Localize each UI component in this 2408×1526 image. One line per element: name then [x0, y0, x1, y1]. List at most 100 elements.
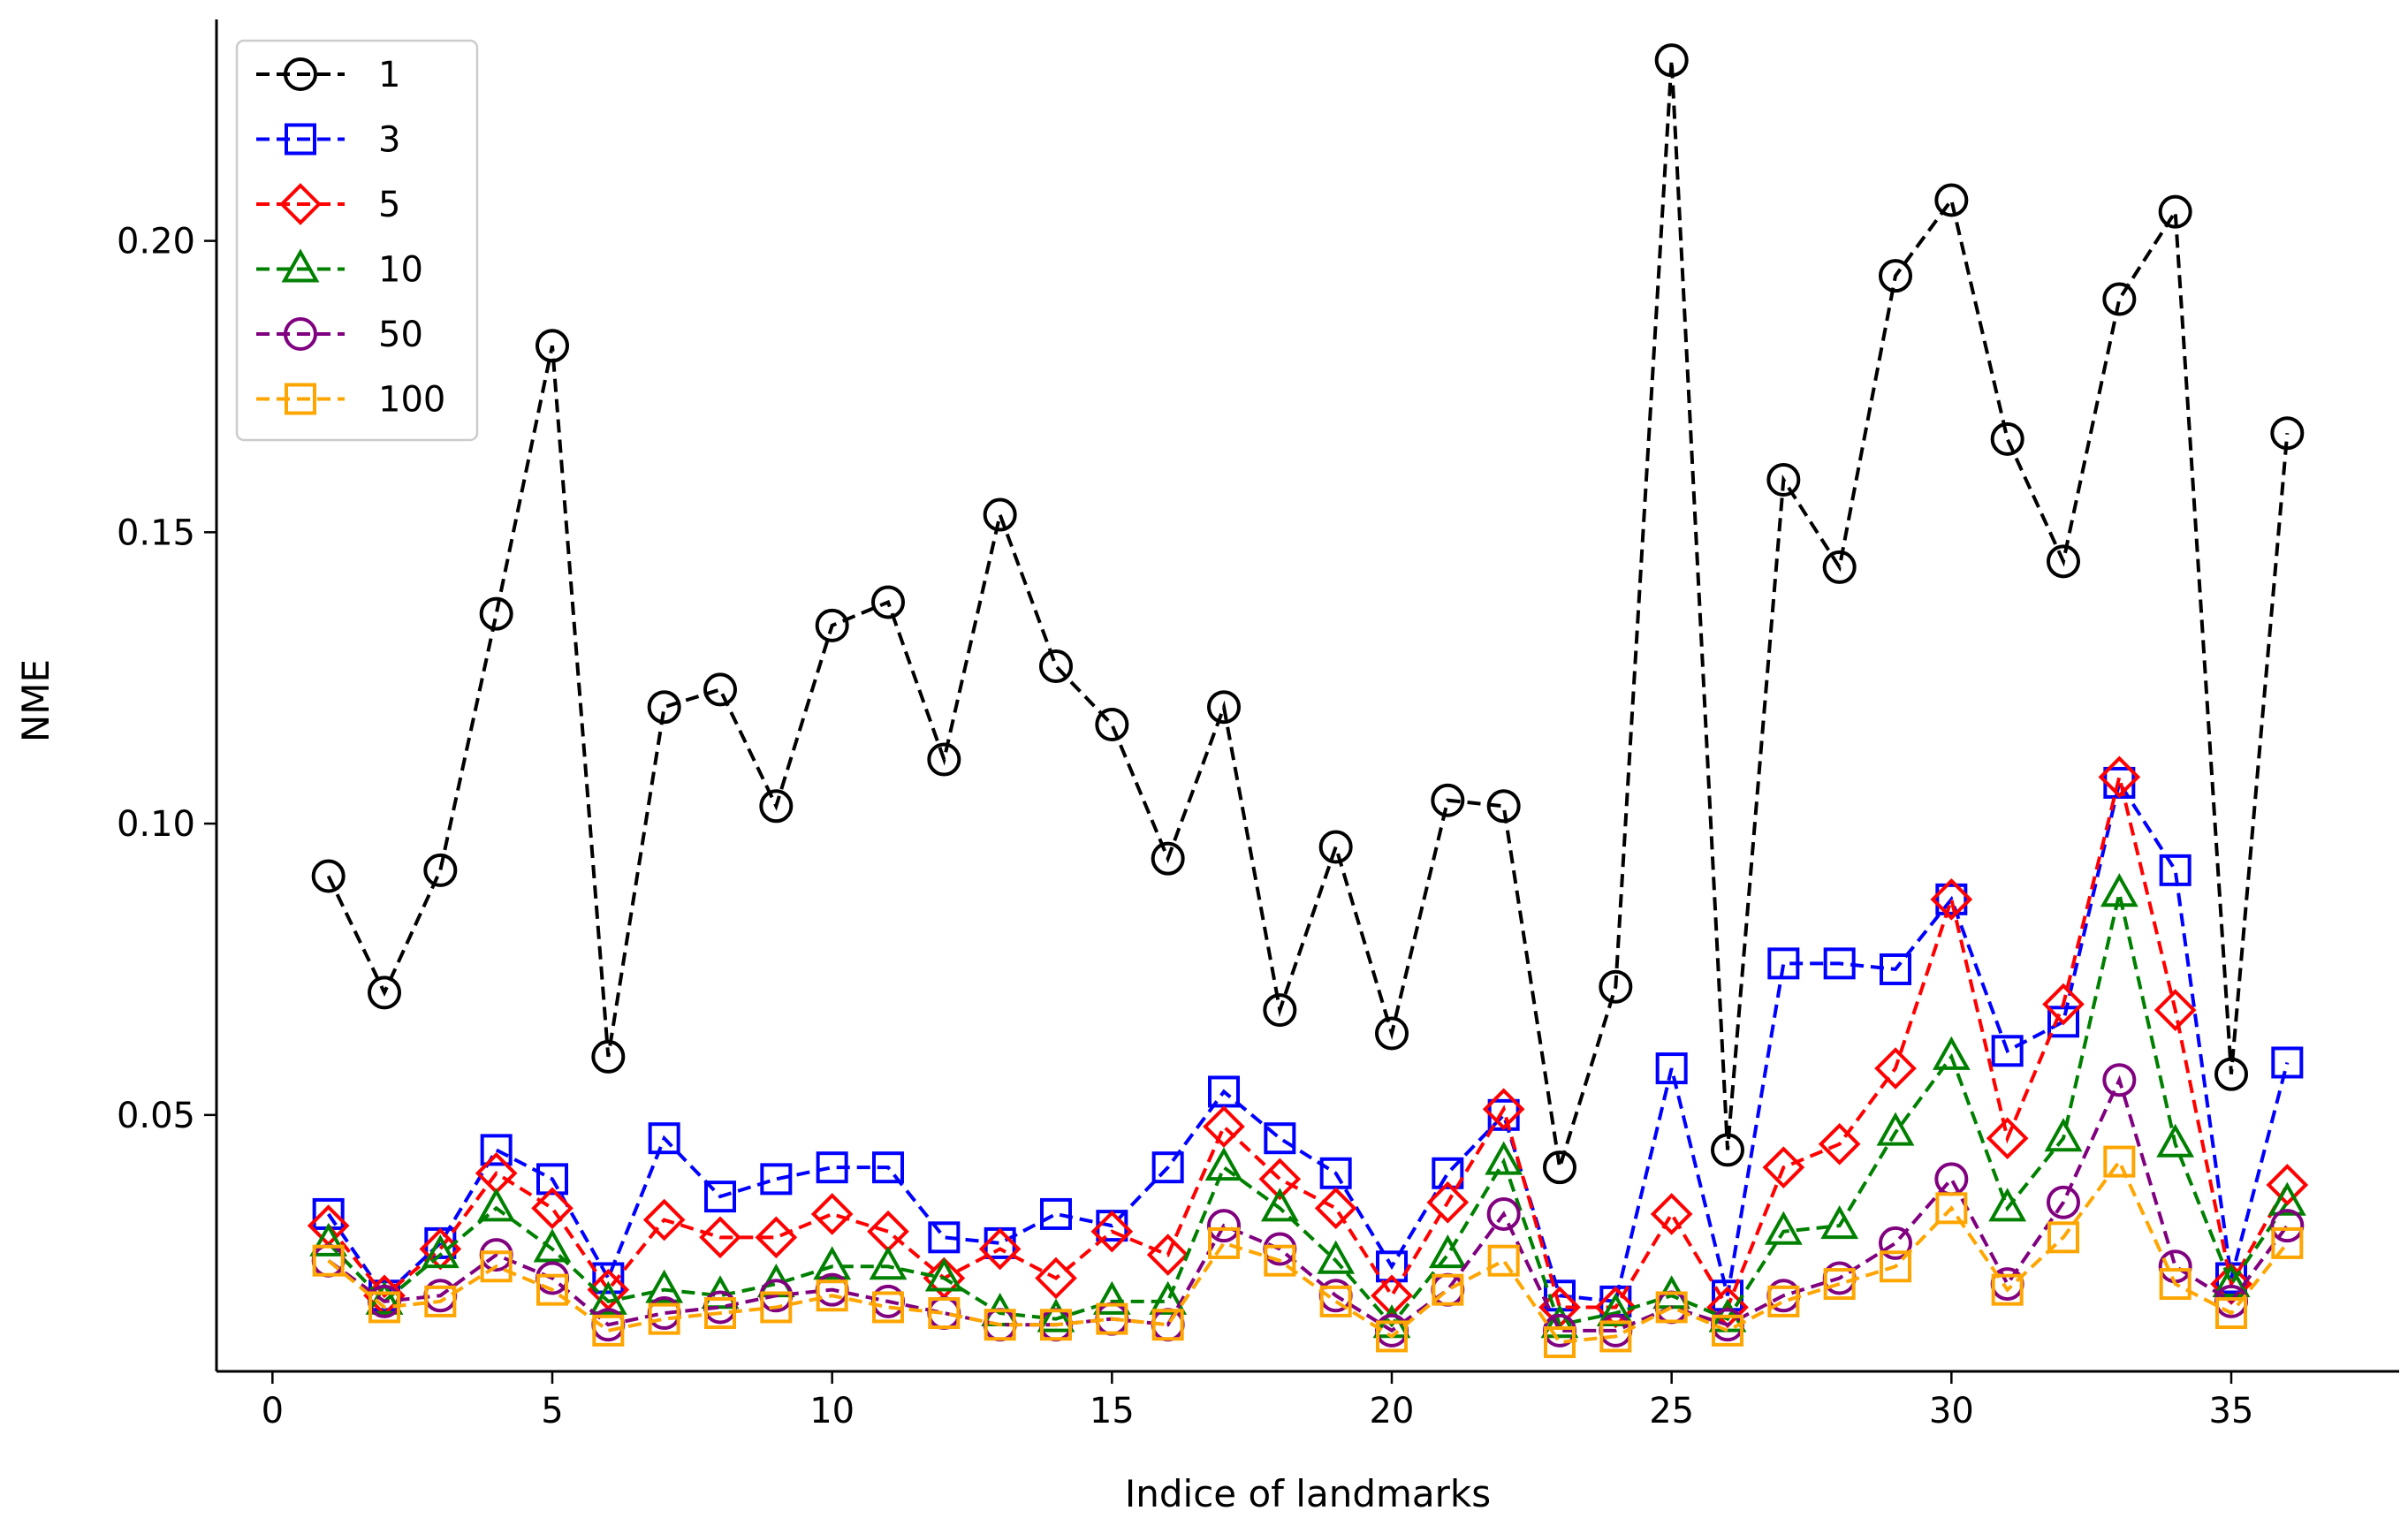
data-point-10-1	[309, 1222, 348, 1256]
data-point-50-36	[2270, 1209, 2305, 1243]
x-tick-label-35: 35	[2209, 1391, 2254, 1431]
legend-label-50: 50	[378, 315, 423, 355]
x-tick-label-15: 15	[1090, 1391, 1135, 1431]
x-tick-label-20: 20	[1370, 1391, 1415, 1431]
data-point-100-10	[816, 1279, 848, 1312]
data-point-10-24	[1596, 1292, 1635, 1327]
data-point-100-18	[1264, 1244, 1296, 1277]
data-point-100-32	[2047, 1221, 2079, 1254]
legend-marker-5	[279, 183, 322, 225]
data-point-5-30	[1930, 877, 1973, 921]
data-point-50-32	[2047, 1185, 2080, 1219]
data-point-10-4	[477, 1188, 516, 1222]
x-tick-label-25: 25	[1649, 1391, 1694, 1431]
data-point-3-11	[872, 1151, 904, 1184]
data-point-3-27	[1767, 947, 1800, 980]
data-point-100-1	[312, 1244, 345, 1277]
data-point-10-7	[645, 1269, 684, 1303]
data-point-5-31	[1986, 1117, 2029, 1160]
data-point-5-36	[2266, 1164, 2309, 1206]
data-point-1-2	[368, 976, 401, 1010]
data-point-100-3	[424, 1285, 457, 1317]
data-point-3-21	[1432, 1157, 1464, 1189]
data-point-10-22	[1485, 1141, 1523, 1175]
data-point-1-29	[1879, 259, 1912, 293]
y-tick-label-0.15: 0.15	[117, 512, 195, 553]
data-point-1-1	[311, 859, 346, 893]
legend-entry-50: 50	[256, 315, 423, 355]
data-point-1-5	[536, 329, 569, 363]
legend: 1 3 5 10 50 100	[235, 39, 479, 442]
data-point-1-10	[815, 608, 849, 642]
data-point-3-36	[2271, 1046, 2304, 1079]
series-1	[311, 43, 2305, 1185]
data-point-10-35	[2212, 1263, 2251, 1298]
legend-entry-1: 1	[256, 55, 400, 95]
data-point-1-21	[1431, 783, 1465, 817]
data-point-1-17	[1207, 690, 1241, 725]
data-point-5-5	[531, 1187, 574, 1230]
data-point-1-11	[871, 585, 905, 619]
data-point-3-14	[1040, 1197, 1072, 1230]
data-point-100-8	[704, 1297, 736, 1330]
data-point-100-4	[480, 1250, 513, 1283]
legend-entry-3: 3	[256, 120, 400, 161]
data-point-10-15	[1092, 1280, 1131, 1315]
data-point-3-31	[1991, 1035, 2024, 1067]
data-point-5-28	[1818, 1122, 1861, 1165]
x-tick-label-5: 5	[541, 1391, 563, 1431]
legend-label-1: 1	[378, 55, 400, 95]
data-point-10-3	[421, 1234, 460, 1269]
data-point-1-8	[703, 672, 737, 707]
data-point-50-22	[1486, 1196, 1521, 1231]
data-point-3-18	[1264, 1122, 1296, 1155]
data-point-100-24	[1599, 1320, 1632, 1353]
data-point-100-33	[2103, 1145, 2136, 1178]
data-point-100-17	[1208, 1226, 1240, 1259]
data-point-50-34	[2158, 1249, 2192, 1284]
data-point-100-27	[1767, 1285, 1800, 1317]
series-line-1	[326, 60, 2290, 1168]
data-point-1-26	[1711, 1133, 1744, 1167]
data-point-5-32	[2042, 983, 2085, 1026]
data-point-1-7	[647, 690, 681, 725]
data-point-5-13	[978, 1227, 1022, 1271]
data-point-1-9	[759, 789, 794, 824]
data-point-1-32	[2047, 544, 2080, 579]
series-line-50	[327, 1074, 2289, 1333]
data-point-100-25	[1655, 1291, 1688, 1324]
data-point-100-15	[1096, 1302, 1128, 1335]
data-point-100-13	[984, 1309, 1016, 1341]
data-point-100-6	[592, 1314, 625, 1347]
legend-label-5: 5	[378, 185, 400, 225]
data-point-10-29	[1876, 1112, 1915, 1146]
data-point-3-16	[1151, 1151, 1184, 1184]
legend-marker-1	[284, 57, 317, 91]
data-point-100-28	[1823, 1268, 1856, 1301]
series-10	[309, 873, 2306, 1339]
data-point-1-30	[1934, 183, 1969, 217]
data-point-1-12	[927, 742, 961, 777]
data-point-10-18	[1260, 1188, 1299, 1222]
data-point-100-7	[648, 1302, 680, 1335]
data-point-100-36	[2271, 1226, 2304, 1259]
series-layer	[307, 43, 2309, 1359]
data-point-1-18	[1263, 993, 1297, 1028]
y-tick-label-0.20: 0.20	[117, 222, 195, 262]
data-point-100-22	[1487, 1244, 1520, 1277]
data-point-100-12	[928, 1297, 961, 1330]
data-point-3-30	[1935, 883, 1968, 915]
x-tick-label-10: 10	[809, 1391, 855, 1431]
series-100	[312, 1145, 2304, 1359]
y-axis-label: NME	[14, 659, 57, 742]
data-point-1-15	[1095, 707, 1129, 741]
data-point-10-12	[924, 1257, 963, 1292]
data-point-100-20	[1376, 1320, 1408, 1353]
data-point-10-36	[2267, 1181, 2306, 1216]
legend-marker-50	[284, 317, 317, 351]
data-point-10-5	[533, 1228, 572, 1263]
data-point-1-33	[2102, 282, 2137, 316]
data-point-3-29	[1880, 953, 1911, 985]
data-point-1-31	[1990, 421, 2024, 456]
data-point-1-22	[1486, 789, 1521, 824]
